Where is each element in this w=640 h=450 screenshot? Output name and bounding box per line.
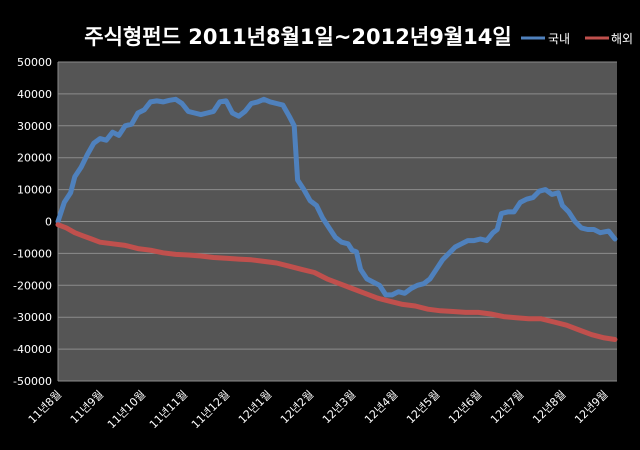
- y-tick-label: -40000: [13, 343, 52, 356]
- y-axis: 50000 40000 30000 20000 10000 0 -10000 -20000 -3…: [13, 56, 617, 388]
- legend-label-overseas: 해외: [611, 32, 633, 46]
- chart-title: 주식형펀드 2011년8월1일~2012년9월14일: [84, 25, 511, 49]
- y-tick-label: 50000: [17, 56, 52, 69]
- series-lines: [55, 96, 618, 342]
- y-tick-label: 40000: [17, 88, 52, 101]
- y-tick-label: -20000: [13, 279, 52, 292]
- y-tick-label: 30000: [17, 120, 52, 133]
- y-tick-label: 10000: [17, 184, 52, 197]
- y-tick-label: 0: [45, 216, 52, 229]
- y-tick-label: -30000: [13, 311, 52, 324]
- y-tick-label: -50000: [13, 375, 52, 388]
- series-line-overseas: [55, 222, 618, 342]
- y-tick-label: -10000: [13, 247, 52, 260]
- legend: 국내 해외: [521, 32, 633, 46]
- y-tick-label: 20000: [17, 152, 52, 165]
- legend-label-domestic: 국내: [548, 32, 570, 46]
- series-line-domestic: [55, 96, 618, 298]
